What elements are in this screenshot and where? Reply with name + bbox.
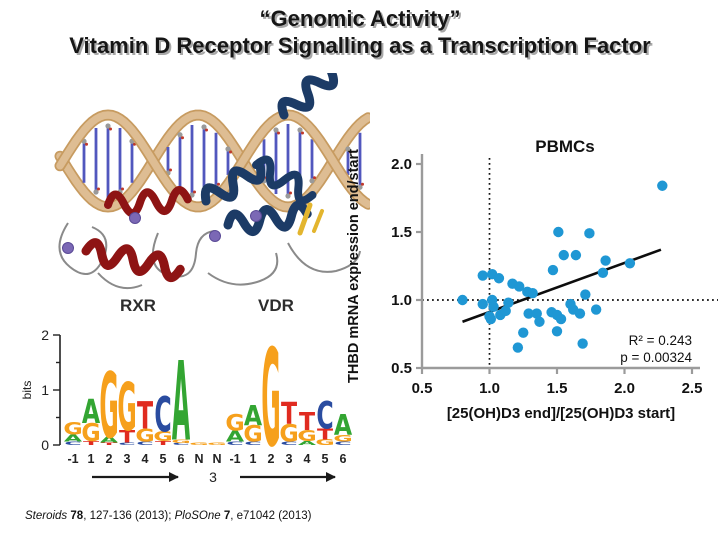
svg-text:T: T [155, 440, 172, 446]
svg-text:3: 3 [209, 469, 217, 485]
citation-segment: PloSOne [174, 510, 221, 522]
svg-text:G: G [117, 369, 136, 446]
svg-text:5: 5 [160, 452, 167, 466]
svg-text:4: 4 [304, 452, 311, 466]
svg-text:A: A [100, 436, 119, 445]
svg-text:A: A [244, 400, 263, 432]
svg-text:1: 1 [41, 382, 49, 398]
svg-text:C: C [334, 441, 351, 446]
svg-text:C: C [154, 387, 171, 443]
citation-segment: , 127-136 (2013); [83, 510, 175, 522]
svg-text:PBMCs: PBMCs [535, 137, 595, 156]
svg-text:1.5: 1.5 [391, 224, 412, 241]
svg-text:0: 0 [41, 437, 49, 453]
svg-text:1: 1 [250, 452, 257, 466]
svg-text:6: 6 [340, 452, 347, 466]
svg-text:G: G [207, 442, 226, 446]
svg-text:G: G [81, 419, 100, 448]
svg-text:C: C [226, 441, 243, 446]
title-line-1: “Genomic Activity” [259, 6, 461, 31]
vdr-motif-label: VDR [258, 296, 294, 315]
svg-text:2.0: 2.0 [614, 380, 635, 397]
svg-text:2: 2 [106, 452, 113, 466]
vdr-rxr-dna-structure-image [54, 73, 370, 289]
svg-text:G: G [279, 419, 298, 447]
title-line-2: Vitamin D Receptor Signalling as a Trans… [69, 33, 651, 58]
svg-text:C: C [316, 395, 333, 438]
citation-text: Steroids 78, 127-136 (2013); PloSOne 7, … [25, 510, 311, 522]
svg-text:A: A [64, 433, 82, 444]
svg-text:2.5: 2.5 [682, 380, 703, 397]
svg-text:p = 0.00324: p = 0.00324 [620, 350, 692, 365]
svg-text:G: G [297, 427, 316, 445]
svg-text:C: C [244, 441, 261, 446]
svg-text:G: G [153, 428, 172, 444]
citation-segment: Steroids [25, 510, 68, 522]
svg-text:R² = 0.243: R² = 0.243 [629, 333, 692, 348]
svg-text:3: 3 [286, 452, 293, 466]
svg-text:T: T [137, 395, 154, 438]
svg-text:C: C [118, 441, 135, 445]
svg-text:G: G [333, 434, 352, 445]
svg-text:A: A [226, 428, 245, 446]
svg-text:C: C [64, 441, 81, 446]
svg-text:G: G [135, 424, 154, 446]
svg-text:A: A [334, 410, 353, 443]
svg-text:G: G [99, 353, 118, 458]
svg-text:C: C [280, 441, 297, 446]
svg-text:1: 1 [88, 452, 95, 466]
svg-text:1.0: 1.0 [479, 380, 500, 397]
svg-text:T: T [119, 427, 135, 447]
svg-text:0.5: 0.5 [412, 380, 433, 397]
citation-segment: , e71042 (2013) [230, 510, 312, 522]
svg-text:T: T [281, 397, 298, 432]
svg-text:N: N [212, 452, 221, 466]
citation-segment: 7 [223, 510, 231, 522]
svg-text:1.5: 1.5 [547, 380, 568, 397]
svg-text:1.0: 1.0 [391, 292, 412, 309]
svg-text:T: T [317, 426, 334, 444]
slide-title: “Genomic Activity” Vitamin D Receptor Si… [0, 5, 720, 59]
svg-text:4: 4 [142, 452, 149, 466]
svg-text:A: A [298, 440, 317, 446]
svg-text:-1: -1 [229, 452, 240, 466]
svg-text:G: G [243, 422, 262, 447]
svg-text:G: G [261, 325, 280, 477]
svg-text:bits: bits [20, 381, 34, 400]
svg-text:C: C [136, 441, 153, 446]
svg-text:G: G [171, 439, 190, 444]
citation-segment: 78 [70, 510, 84, 522]
svg-text:G: G [225, 411, 244, 436]
svg-text:G: G [63, 419, 82, 439]
svg-text:G: G [315, 439, 334, 448]
svg-text:G: G [189, 442, 208, 446]
pbmcs-scatter-chart: 0.5 1.0 1.5 2.0 2.5 0.5 1.0 1.5 2.0 PBMCs [25(OH)D… [346, 137, 718, 422]
svg-text:N: N [194, 452, 203, 466]
rxr-motif-label: RXR [120, 296, 156, 315]
svg-text:T: T [299, 408, 316, 437]
svg-text:2: 2 [268, 452, 275, 466]
svg-text:2: 2 [41, 327, 49, 343]
svg-text:T: T [101, 441, 118, 445]
svg-text:A: A [82, 392, 101, 431]
svg-text:6: 6 [178, 452, 185, 466]
svg-text:2.0: 2.0 [391, 156, 412, 173]
svg-text:5: 5 [322, 452, 329, 466]
svg-text:0.5: 0.5 [391, 360, 412, 377]
svg-text:T: T [83, 440, 100, 446]
svg-text:A: A [172, 339, 190, 466]
sequence-logo-chart: 012bitsCAG-1TGA1TAG2CTG3CGT4TGC5CGA6GNGN… [20, 325, 353, 485]
svg-text:-1: -1 [67, 452, 78, 466]
svg-text:THBD mRNA expression end/start: THBD mRNA expression end/start [346, 149, 362, 383]
svg-text:3: 3 [124, 452, 131, 466]
svg-text:C: C [172, 442, 189, 446]
svg-text:[25(OH)D3 end]/[25(OH)D3 start: [25(OH)D3 end]/[25(OH)D3 start] [447, 405, 675, 422]
